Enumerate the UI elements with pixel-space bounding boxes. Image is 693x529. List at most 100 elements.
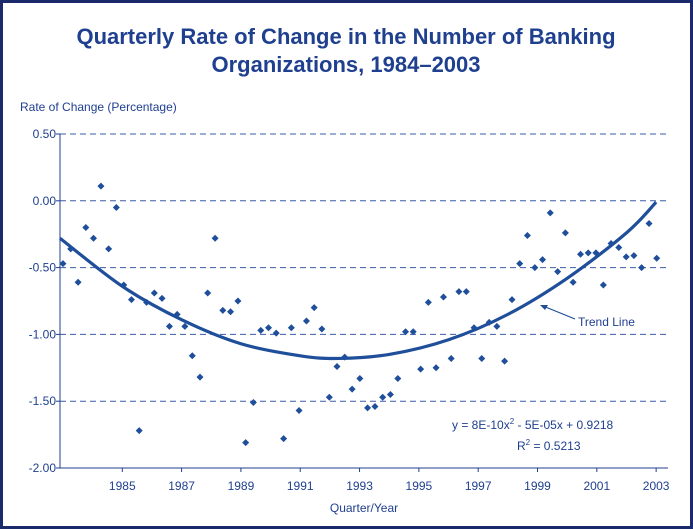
point xyxy=(447,354,455,362)
point xyxy=(348,385,356,393)
point xyxy=(341,353,349,361)
point xyxy=(409,328,417,336)
point xyxy=(653,254,661,262)
x-tick-label: 1989 xyxy=(228,479,255,493)
r-squared: R2 = 0.5213 xyxy=(517,438,581,453)
equation-part: 2 xyxy=(510,417,515,426)
point xyxy=(211,234,219,242)
trend-pointer xyxy=(542,305,576,320)
point xyxy=(417,365,425,373)
equation-part: y = 8E-10x xyxy=(452,418,510,432)
point xyxy=(272,329,280,337)
point xyxy=(394,374,402,382)
x-axis-label: Quarter/Year xyxy=(330,501,398,515)
point xyxy=(150,289,158,297)
point xyxy=(569,278,577,286)
point xyxy=(310,304,318,312)
trend-line xyxy=(59,201,658,361)
x-tick-label: 2001 xyxy=(583,479,610,493)
point xyxy=(181,322,189,330)
point xyxy=(592,249,600,257)
r-squared-part: = 0.5213 xyxy=(530,439,581,453)
y-tick-label: -2.00 xyxy=(29,461,57,475)
point xyxy=(158,294,166,302)
point xyxy=(196,373,204,381)
point xyxy=(439,293,447,301)
point xyxy=(325,393,333,401)
point xyxy=(432,364,440,372)
x-tick-label: 1993 xyxy=(346,479,373,493)
point xyxy=(554,268,562,276)
point xyxy=(584,249,592,257)
point xyxy=(318,325,326,333)
point xyxy=(523,232,531,240)
x-tick-label: 1985 xyxy=(109,479,136,493)
point xyxy=(280,435,288,443)
point xyxy=(219,306,227,314)
point xyxy=(59,260,67,268)
trend-pointer-head xyxy=(540,305,548,310)
point xyxy=(188,352,196,360)
point xyxy=(424,298,432,306)
y-tick-label: -1.00 xyxy=(29,327,57,341)
point xyxy=(97,182,105,190)
point xyxy=(204,289,212,297)
y-tick-label: 0.50 xyxy=(33,127,57,141)
point xyxy=(127,296,135,304)
point xyxy=(531,264,539,272)
point xyxy=(90,234,98,242)
point xyxy=(638,264,646,272)
point xyxy=(364,404,372,412)
y-tick-label: -0.50 xyxy=(29,261,57,275)
point xyxy=(561,229,569,237)
point xyxy=(470,324,478,332)
point xyxy=(302,317,310,325)
point xyxy=(599,281,607,289)
point xyxy=(607,240,615,248)
trend-label: Trend Line xyxy=(578,315,635,329)
point xyxy=(493,322,501,330)
x-tick-label: 1995 xyxy=(406,479,433,493)
equation-part: - 5E-05x + 0.9218 xyxy=(514,418,613,432)
point xyxy=(622,253,630,261)
x-tick-label: 1991 xyxy=(287,479,314,493)
point xyxy=(74,278,82,286)
point xyxy=(120,281,128,289)
point xyxy=(630,252,638,260)
point xyxy=(546,209,554,217)
point xyxy=(356,374,364,382)
point xyxy=(615,244,623,252)
point xyxy=(379,393,387,401)
point xyxy=(478,354,486,362)
point xyxy=(165,322,173,330)
chart-title: Organizations, 1984–2003 xyxy=(211,52,480,77)
point xyxy=(242,439,250,447)
point xyxy=(82,224,90,232)
point xyxy=(402,328,410,336)
point xyxy=(645,220,653,228)
point xyxy=(462,288,470,296)
equation: y = 8E-10x2 - 5E-05x + 0.9218 xyxy=(452,417,614,432)
point xyxy=(333,362,341,370)
point xyxy=(508,296,516,304)
point xyxy=(287,324,295,332)
chart-title: Quarterly Rate of Change in the Number o… xyxy=(76,24,615,49)
point xyxy=(112,203,120,211)
point xyxy=(501,357,509,365)
x-tick-label: 1999 xyxy=(524,479,551,493)
x-tick-label: 1997 xyxy=(465,479,492,493)
point xyxy=(234,297,242,305)
point xyxy=(577,250,585,258)
point xyxy=(386,391,394,399)
point xyxy=(143,298,151,306)
y-tick-label: 0.00 xyxy=(33,194,57,208)
point xyxy=(67,245,75,253)
point xyxy=(257,326,265,334)
x-tick-label: 2003 xyxy=(643,479,670,493)
point xyxy=(249,399,257,407)
y-tick-label: -1.50 xyxy=(29,394,57,408)
point xyxy=(539,256,547,264)
r-squared-part: R xyxy=(517,439,526,453)
